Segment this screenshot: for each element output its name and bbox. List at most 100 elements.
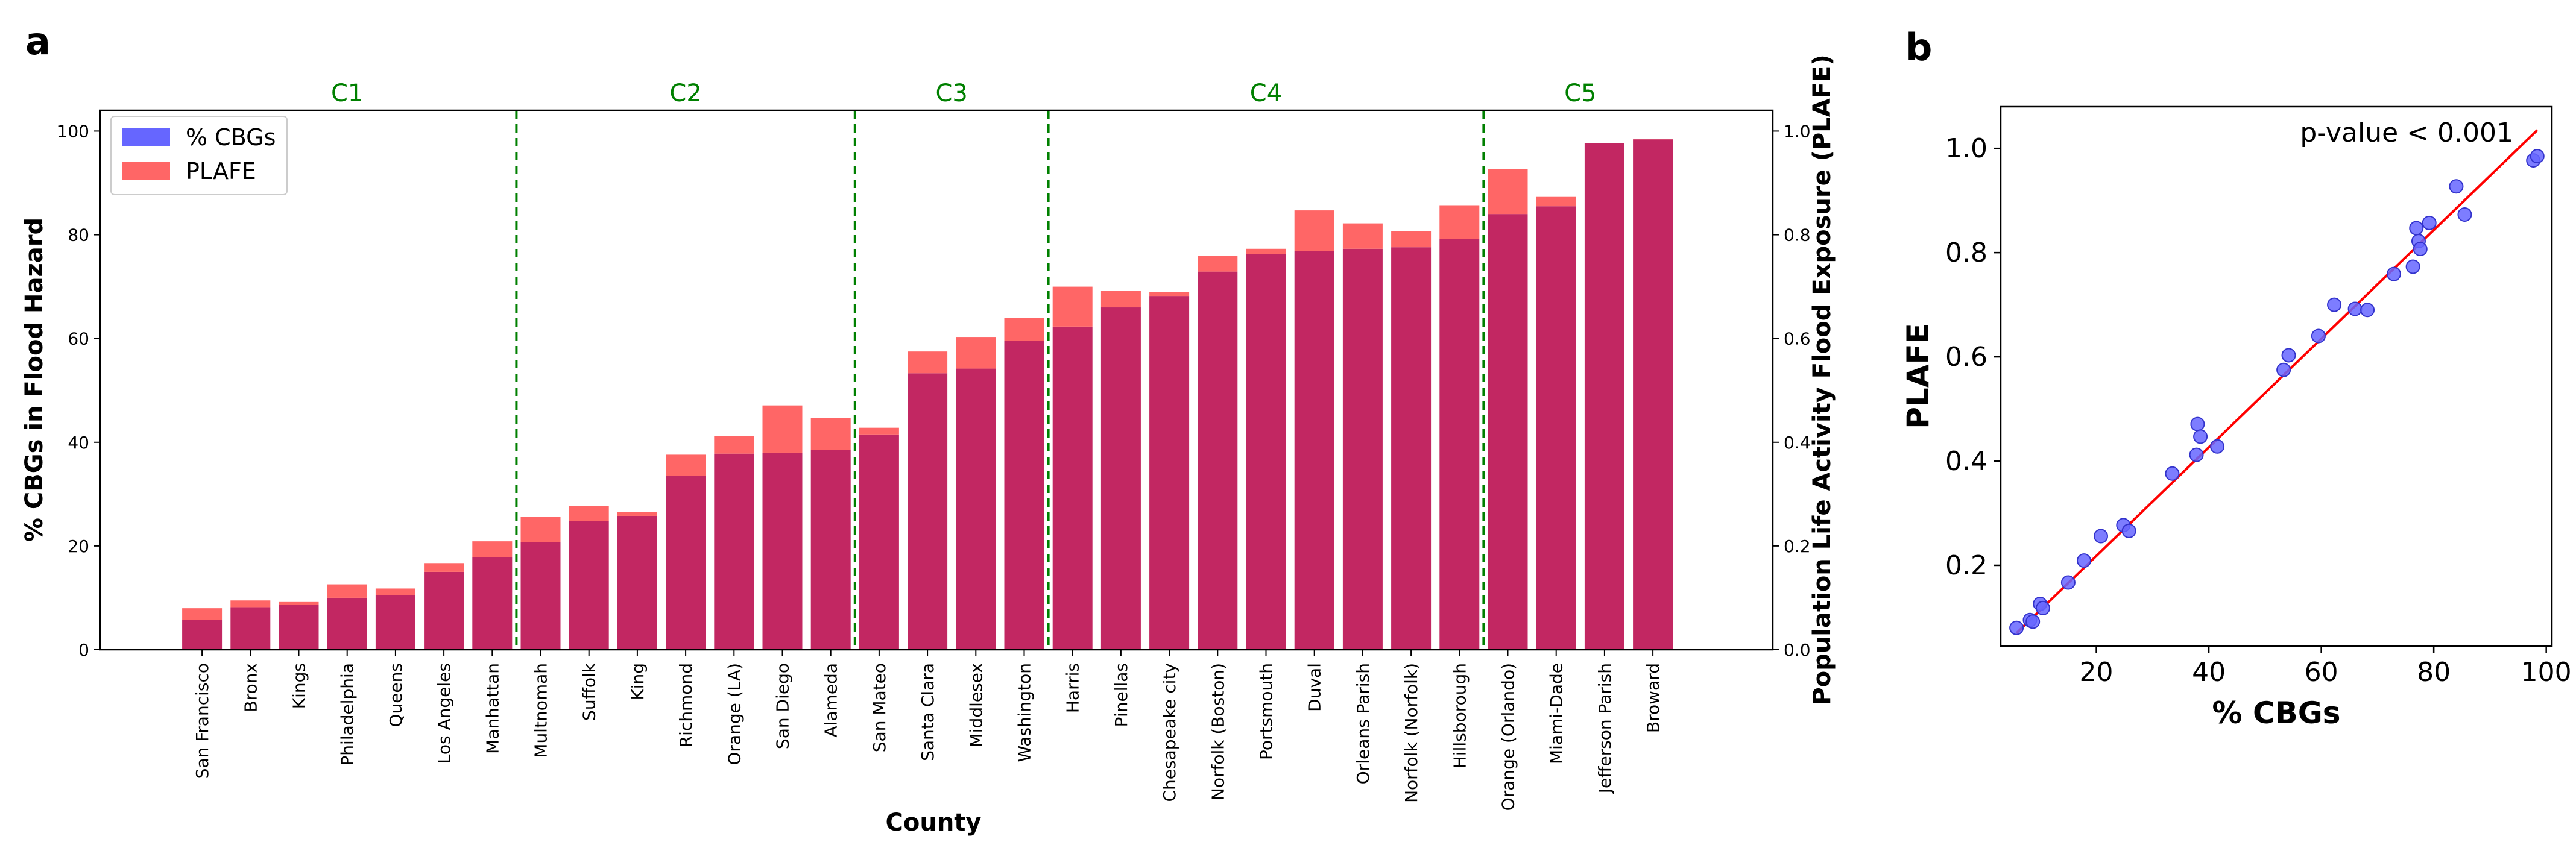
- scatter-point: [2077, 553, 2092, 568]
- bar-overlap-20: [1149, 296, 1190, 650]
- bar-excess-4: [375, 588, 415, 595]
- scatter-point: [2311, 328, 2326, 344]
- x-tick-label: San Mateo: [870, 663, 889, 752]
- bar-overlap-11: [714, 453, 754, 650]
- bar-excess-11: [714, 436, 754, 454]
- p-value-annotation: p-value < 0.001: [2300, 118, 2513, 148]
- scatter-xlabel: % CBGs: [2212, 696, 2340, 730]
- bar-excess-15: [908, 351, 948, 374]
- scatter-x-tick-label: 20: [2080, 657, 2114, 688]
- legend-swatch-plafe: [122, 162, 170, 180]
- bar-overlap-1: [230, 607, 271, 650]
- right-y-ticks: 0.0 0.2 0.4 0.6 0.8 1.0: [1773, 121, 1811, 660]
- scatter-point: [2457, 207, 2472, 222]
- cluster-label: C1: [331, 80, 363, 107]
- scatter-point: [2189, 447, 2204, 462]
- bar-overlap-3: [327, 597, 367, 650]
- bar-excess-17: [1004, 318, 1044, 341]
- bar-excess-16: [956, 337, 996, 369]
- bar-overlap-23: [1294, 251, 1334, 650]
- y-right-tick-label: 0.8: [1784, 225, 1811, 245]
- regression-line: [2015, 129, 2539, 634]
- bar-overlap-29: [1584, 143, 1624, 650]
- x-tick-label: Jefferson Parish: [1595, 663, 1615, 794]
- y-right-tick-label: 1.0: [1784, 121, 1811, 141]
- scatter-point: [2449, 179, 2464, 194]
- scatter-x-tick-label: 80: [2417, 657, 2451, 688]
- scatter-x-tick-label: 60: [2305, 657, 2338, 688]
- cluster-label: C4: [1250, 80, 1282, 107]
- x-tick-label: Pinellas: [1111, 663, 1131, 727]
- y-right-tick-label: 0.0: [1784, 640, 1811, 660]
- bar-overlap-27: [1488, 214, 1528, 650]
- x-tick-label: Orange (Orlando): [1498, 663, 1518, 811]
- bar-overlap-16: [956, 368, 996, 650]
- y-right-tick-label: 0.6: [1784, 329, 1811, 349]
- scatter-point: [2281, 348, 2296, 363]
- x-tick-label: Kings: [289, 663, 309, 709]
- bar-overlap-28: [1536, 206, 1576, 650]
- scatter-point: [2009, 620, 2024, 635]
- bar-overlap-0: [182, 620, 223, 650]
- cluster-label: C3: [936, 80, 968, 107]
- scatter-point: [2094, 529, 2109, 544]
- bar-overlap-14: [859, 434, 899, 650]
- cluster-labels: C1 C2 C3 C4 C5: [331, 80, 1596, 107]
- bar-excess-21: [1198, 256, 1238, 272]
- bar-excess-6: [472, 541, 513, 557]
- bar-overlap-18: [1052, 326, 1093, 650]
- cluster-label: C5: [1564, 80, 1596, 107]
- bar-overlap-17: [1004, 341, 1044, 650]
- x-tick-label: Norfolk (Boston): [1208, 663, 1228, 800]
- scatter-chart-panel: 20 40 60 80 100 0.2 0.4 0.6 0.8 1.0 p-value < 0.…: [1901, 105, 2572, 730]
- legend-swatch-cbgs: [122, 128, 170, 146]
- scatter-point: [2422, 215, 2437, 230]
- bar-excess-3: [327, 584, 367, 598]
- legend: % CBGs PLAFE: [110, 116, 288, 195]
- bar-overlap-26: [1439, 239, 1480, 650]
- x-tick-label: Bronx: [241, 663, 260, 712]
- bar-excess-24: [1342, 223, 1383, 249]
- scatter-y-tick-label: 0.2: [1945, 550, 1987, 581]
- cluster-label: C2: [669, 80, 701, 107]
- bar-excess-12: [762, 405, 803, 453]
- x-tick-label: Hillsborough: [1450, 663, 1470, 768]
- bar-excess-18: [1052, 286, 1093, 327]
- scatter-y-tick-label: 0.8: [1945, 237, 1987, 268]
- bar-chart-ylabel: % CBGs in Flood Hazard: [21, 218, 48, 542]
- legend-label-cbgs: % CBGs: [186, 124, 276, 151]
- bar-overlap-7: [520, 542, 561, 650]
- y-tick-label: 60: [68, 329, 89, 349]
- scatter-point: [2035, 600, 2050, 615]
- legend-label-plafe: PLAFE: [186, 158, 256, 184]
- scatter-point: [2347, 301, 2363, 316]
- bar-excess-19: [1100, 291, 1141, 308]
- bars-group: [182, 139, 1673, 650]
- bar-excess-10: [666, 454, 706, 476]
- x-tick-label: Richmond: [676, 663, 696, 747]
- x-tick-label: Duval: [1305, 663, 1325, 712]
- scatter-point: [2530, 149, 2545, 164]
- scatter-point: [2276, 362, 2291, 377]
- bar-overlap-8: [569, 521, 609, 650]
- x-tick-label: Washington: [1015, 663, 1035, 762]
- bar-excess-2: [279, 601, 319, 605]
- bar-overlap-25: [1391, 247, 1432, 650]
- scatter-x-tick-label: 100: [2521, 657, 2572, 688]
- x-tick-label: Orleans Parish: [1353, 663, 1373, 784]
- bar-excess-28: [1536, 196, 1576, 207]
- scatter-y-tick-label: 1.0: [1945, 133, 1987, 164]
- y-tick-label: 0: [78, 640, 89, 660]
- bar-overlap-15: [908, 373, 948, 650]
- bar-excess-7: [520, 517, 561, 542]
- x-tick-label: Suffolk: [579, 662, 599, 721]
- cluster-dividers: [515, 110, 1485, 650]
- scatter-point: [2405, 259, 2420, 274]
- bar-overlap-10: [666, 476, 706, 650]
- panel-label-a: a: [25, 19, 51, 63]
- y-right-tick-label: 0.2: [1784, 536, 1811, 556]
- scatter-point: [2413, 242, 2428, 257]
- scatter-ylabel: PLAFE: [1901, 323, 1936, 429]
- scatter-point: [2060, 575, 2076, 590]
